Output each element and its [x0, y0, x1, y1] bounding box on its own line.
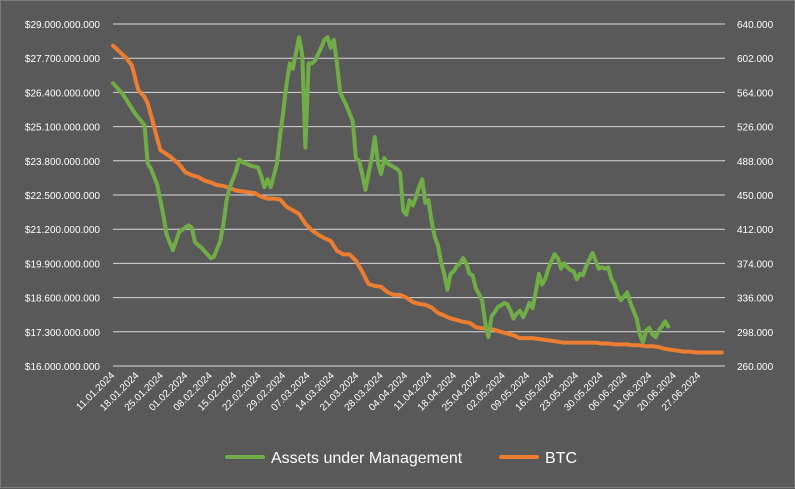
- right-tick-label: 336.000: [737, 294, 774, 305]
- right-tick-label: 488.000: [737, 157, 774, 168]
- left-tick-label: $17.300.000.000: [25, 328, 101, 339]
- right-axis-ticks: 260.000 298.000 336.000 374.000 412.000 450.0…: [737, 20, 774, 373]
- right-tick-label: 640.000: [737, 20, 774, 31]
- series-line-btc: [111, 43, 724, 355]
- left-axis-ticks: $16.000.000.000 $17.300.000.000 $18.600.00…: [25, 20, 101, 373]
- x-axis-ticks: 11.01.202418.01.202425.01.202401.02.2024…: [74, 370, 703, 413]
- right-tick-label: 526.000: [737, 123, 774, 134]
- right-tick-label: 412.000: [737, 225, 774, 236]
- right-tick-label: 298.000: [737, 328, 774, 339]
- left-tick-label: $29.000.000.000: [25, 20, 101, 31]
- left-tick-label: $22.500.000.000: [25, 191, 101, 202]
- right-tick-label: 602.000: [737, 54, 774, 65]
- series-line-aum: [111, 35, 671, 345]
- legend-label-btc: BTC: [545, 450, 577, 467]
- right-tick-label: 260.000: [737, 362, 774, 373]
- left-tick-label: $18.600.000.000: [25, 294, 101, 305]
- series-lines: [111, 35, 724, 355]
- left-tick-label: $19.900.000.000: [25, 259, 101, 270]
- left-tick-label: $16.000.000.000: [25, 362, 101, 373]
- left-tick-label: $23.800.000.000: [25, 157, 101, 168]
- left-tick-label: $25.100.000.000: [25, 123, 101, 134]
- legend: Assets under Management BTC: [225, 450, 577, 467]
- legend-label-aum: Assets under Management: [271, 450, 463, 467]
- left-tick-label: $26.400.000.000: [25, 88, 101, 99]
- right-tick-label: 450.000: [737, 191, 774, 202]
- gridlines: [113, 23, 725, 367]
- left-tick-label: $21.200.000.000: [25, 225, 101, 236]
- left-tick-label: $27.700.000.000: [25, 54, 101, 65]
- right-tick-label: 564.000: [737, 88, 774, 99]
- right-tick-label: 374.000: [737, 259, 774, 270]
